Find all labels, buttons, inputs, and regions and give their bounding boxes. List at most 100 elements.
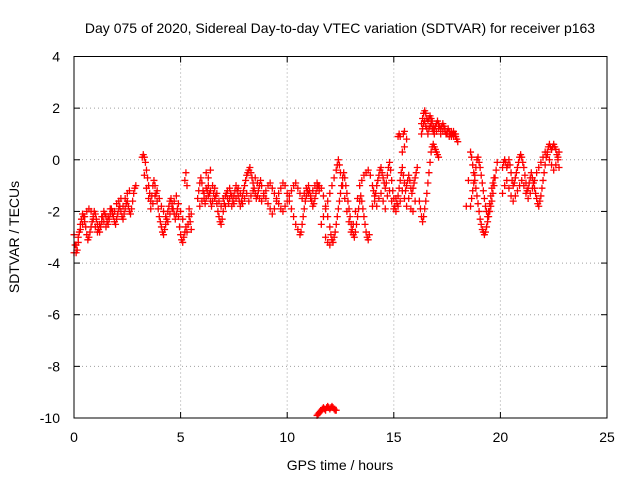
y-tick-label: -2 [48, 203, 61, 219]
data-point [406, 176, 414, 184]
data-point [322, 233, 330, 241]
data-point [509, 197, 517, 205]
data-point [415, 197, 423, 205]
data-point [471, 171, 479, 179]
data-point [330, 174, 338, 182]
data-point [537, 158, 545, 166]
data-point [377, 189, 385, 197]
data-point [358, 176, 366, 184]
data-point [179, 238, 187, 246]
data-point [208, 202, 216, 210]
data-point [373, 202, 381, 210]
data-point [258, 182, 266, 190]
data-point [292, 220, 300, 228]
data-point [335, 161, 343, 169]
data-point [174, 213, 182, 221]
data-point [423, 189, 431, 197]
data-point [302, 184, 310, 192]
data-point [238, 200, 246, 208]
data-point [219, 195, 227, 203]
data-point [273, 195, 281, 203]
data-point [435, 153, 443, 161]
data-point [160, 207, 168, 215]
data-point [531, 176, 539, 184]
data-point [176, 223, 184, 231]
data-point [373, 182, 381, 190]
data-point [528, 184, 536, 192]
data-point [253, 179, 261, 187]
data-point [346, 213, 354, 221]
axis-ticks [73, 56, 608, 419]
data-point [540, 169, 548, 177]
data-point [410, 179, 418, 187]
data-point [206, 166, 214, 174]
data-point [424, 179, 432, 187]
data-point [476, 215, 484, 223]
data-point [119, 215, 127, 223]
data-point [364, 166, 372, 174]
data-point [477, 171, 485, 179]
data-point [398, 187, 406, 195]
data-point [400, 127, 408, 135]
data-point [294, 184, 302, 192]
tick-labels: 0 5 10 15 20 25 -10 -8 -6 -4 -2 0 2 4 [40, 49, 615, 446]
data-point [128, 205, 136, 213]
data-point [166, 210, 174, 218]
data-point [489, 179, 497, 187]
data-point [270, 205, 278, 213]
data-point [98, 213, 106, 221]
data-point [462, 202, 470, 210]
data-point [426, 158, 434, 166]
data-point [89, 215, 97, 223]
y-tick-label: -6 [48, 307, 61, 323]
data-point [111, 207, 119, 215]
data-point [132, 182, 140, 190]
data-point [279, 207, 287, 215]
data-point [411, 174, 419, 182]
data-point [505, 156, 513, 164]
data-point [478, 179, 486, 187]
data-point [379, 174, 387, 182]
data-point [394, 202, 402, 210]
data-point [100, 218, 108, 226]
data-point [186, 218, 194, 226]
data-point [550, 166, 558, 174]
data-point [381, 205, 389, 213]
data-point [162, 213, 170, 221]
data-point [86, 228, 94, 236]
data-point [74, 233, 82, 241]
data-point [386, 187, 394, 195]
x-tick-label: 0 [70, 429, 78, 445]
data-point [129, 197, 137, 205]
data-point [533, 169, 541, 177]
data-point [452, 130, 460, 138]
data-point [285, 192, 293, 200]
data-point [486, 200, 494, 208]
data-point [298, 195, 306, 203]
y-tick-label: -8 [48, 358, 61, 374]
data-point [183, 228, 191, 236]
data-point [150, 176, 158, 184]
data-point [476, 164, 484, 172]
data-point [475, 158, 483, 166]
data-point [310, 200, 318, 208]
x-tick-label: 15 [386, 429, 402, 445]
data-point [521, 171, 529, 179]
data-point [513, 164, 521, 172]
y-tick-label: 0 [52, 152, 60, 168]
data-point [177, 207, 185, 215]
data-point [360, 213, 368, 221]
data-point [275, 200, 283, 208]
data-point [487, 192, 495, 200]
data-point [381, 184, 389, 192]
data-point [519, 158, 527, 166]
data-point [283, 197, 291, 205]
data-point [454, 138, 462, 146]
data-point [198, 197, 206, 205]
data-point [392, 195, 400, 203]
data-point [218, 215, 226, 223]
data-point [470, 179, 478, 187]
data-point [374, 176, 382, 184]
data-point [147, 205, 155, 213]
data-point [467, 148, 475, 156]
